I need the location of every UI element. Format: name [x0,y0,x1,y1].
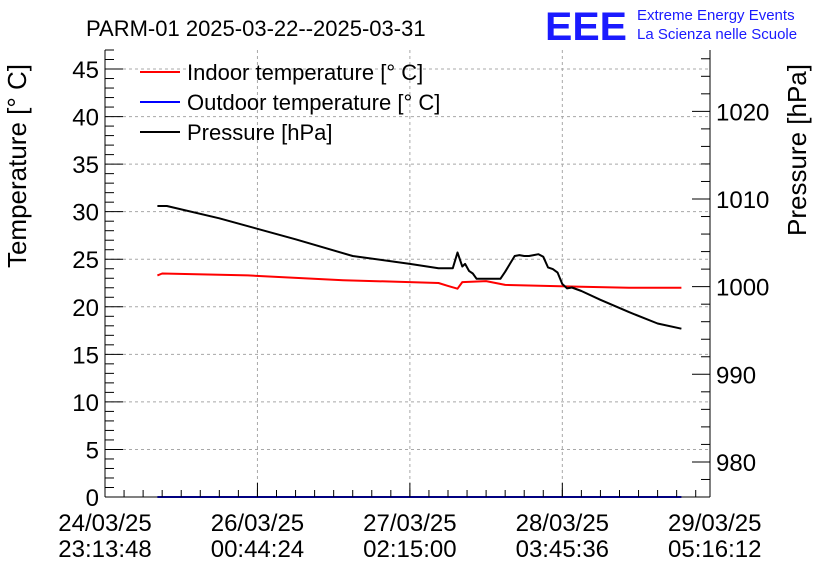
x-tick-label: 05:16:12 [668,536,761,563]
legend-outdoor-label: Outdoor temperature [° C] [187,90,440,115]
y-tick-label: 0 [86,485,99,512]
x-tick-label: 24/03/25 [58,510,151,537]
axes-layer [104,50,711,498]
org-line-1: Extreme Energy Events [637,7,795,24]
series-layer [157,205,682,498]
legend-indoor-label: Indoor temperature [° C] [187,60,423,85]
y-tick-label: 15 [72,342,99,369]
y-tick-label: 45 [72,57,99,84]
eee-logo: EEE [545,5,627,49]
x-tick-label: 27/03/25 [363,510,456,537]
x-tick-label: 02:15:00 [363,536,456,563]
x-tick-label: 23:13:48 [58,536,151,563]
pressure-line [157,205,682,330]
indoor-temperature-line [157,272,682,290]
y2-tick-label: 990 [716,362,756,389]
y-axis-label: Temperature [° C] [2,64,32,268]
y-tick-label: 20 [72,295,99,322]
y-tick-label: 25 [72,247,99,274]
y2-axis-label: Pressure [hPa] [782,64,812,236]
x-tick-label: 29/03/25 [668,510,761,537]
legend-pressure-label: Pressure [hPa] [187,120,333,145]
org-line-2: La Scienza nelle Scuole [637,26,797,43]
x-tick-label: 00:44:24 [211,536,304,563]
y2-tick-label: 1020 [716,99,769,126]
y-tick-label: 5 [86,437,99,464]
y-tick-label: 30 [72,200,99,227]
y2-tick-label: 1010 [716,187,769,214]
chart-title: PARM-01 2025-03-22--2025-03-31 [86,16,426,41]
y-tick-label: 35 [72,152,99,179]
y-tick-label: 40 [72,105,99,132]
legend: Indoor temperature [° C] Outdoor tempera… [140,60,440,145]
y2-tick-label: 980 [716,450,756,477]
grid-layer [105,50,710,497]
x-tick-label: 26/03/25 [211,510,304,537]
y2-tick-label: 1000 [716,275,769,302]
x-tick-label: 28/03/25 [516,510,609,537]
x-tick-label: 03:45:36 [516,536,609,563]
y-tick-label: 10 [72,390,99,417]
